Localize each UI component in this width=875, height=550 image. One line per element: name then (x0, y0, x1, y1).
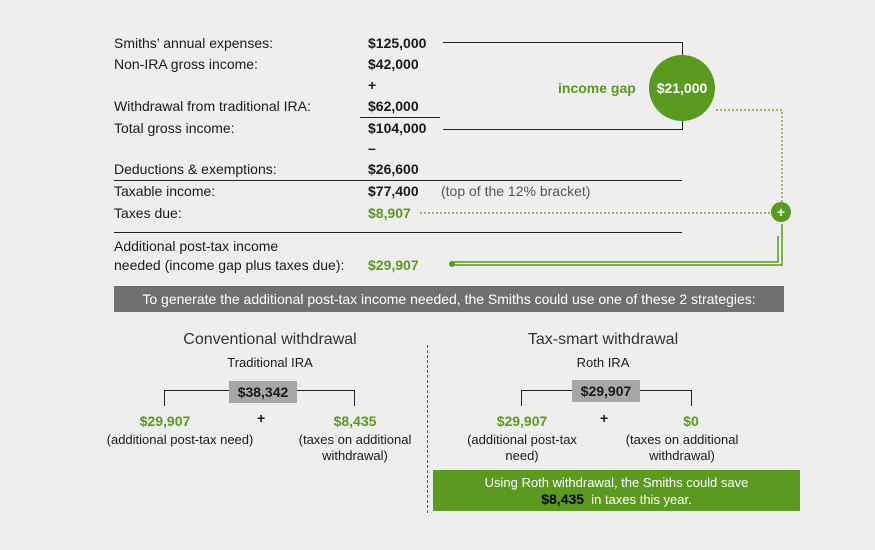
taxsmart-heading: Tax-smart withdrawal (527, 331, 679, 348)
total-connector (443, 129, 683, 130)
taxsmart-right-value: $0 (683, 413, 699, 429)
income-gap-circle: $21,000 (649, 55, 715, 121)
income-gap-label: income gap (558, 80, 636, 96)
taxsmart-left-caption: (additional post-tax need) (462, 432, 582, 464)
expenses-value: $125,000 (368, 35, 427, 51)
expenses-connector-drop (682, 42, 683, 56)
taxsmart-plus: + (600, 410, 609, 426)
sum-solid-connector (452, 224, 783, 266)
taxsmart-bracket-right-drop (691, 390, 692, 406)
conventional-bracket-right-drop (354, 390, 355, 406)
additional-label-line2: needed (income gap plus taxes due): (114, 257, 345, 273)
additional-divider (114, 232, 682, 233)
conventional-left-caption: (additional post-tax need) (106, 432, 254, 447)
taxsmart-right-caption-line1: (taxes on additional (625, 432, 739, 447)
conventional-right-value: $8,435 (333, 413, 377, 429)
nonira-value: $42,000 (368, 56, 419, 72)
strategy-divider (427, 345, 428, 513)
conventional-sub: Traditional IRA (227, 355, 313, 370)
savings-line1: Using Roth withdrawal, the Smiths could … (484, 475, 749, 490)
savings-line2-rest: in taxes this year. (591, 492, 692, 507)
taxable-divider (114, 180, 682, 181)
deductions-label: Deductions & exemptions: (114, 161, 277, 177)
taxable-note: (top of the 12% bracket) (441, 183, 591, 199)
gap-dotted-connector (716, 109, 783, 202)
conventional-right-caption-line2: withdrawal) (322, 448, 388, 463)
additional-label-line1: Additional post-tax income (114, 238, 279, 254)
plus-circle-sign: + (776, 204, 786, 220)
conventional-plus: + (257, 410, 266, 426)
total-connector-rise (682, 118, 683, 130)
conventional-bracket-left-drop (164, 390, 165, 406)
sum-solid-connector-inner (452, 236, 779, 263)
savings-line2: $8,435 in taxes this year. (433, 491, 800, 508)
taxes-label: Taxes due: (114, 205, 182, 221)
taxsmart-total-box: $29,907 (572, 380, 640, 402)
taxsmart-right-caption: (taxes on additional withdrawal) (612, 432, 752, 464)
conventional-bracket-right (297, 390, 355, 391)
sum-divider (360, 117, 440, 118)
taxes-value: $8,907 (368, 205, 411, 221)
additional-value: $29,907 (368, 257, 419, 273)
minus-sign: – (368, 140, 376, 156)
taxsmart-right-caption-line2: withdrawal) (649, 448, 715, 463)
conventional-total-box: $38,342 (229, 381, 297, 403)
expenses-label: Smiths’ annual expenses: (114, 35, 274, 51)
taxsmart-bracket-right (640, 390, 692, 391)
plus-sign: + (368, 77, 377, 93)
taxable-value: $77,400 (368, 183, 419, 199)
conventional-right-caption-line1: (taxes on additional (298, 432, 412, 447)
taxsmart-left-caption-line1: (additional post-tax (467, 432, 577, 447)
withdrawal-value: $62,000 (368, 98, 419, 114)
deductions-value: $26,600 (368, 161, 419, 177)
taxsmart-sub: Roth IRA (576, 355, 630, 370)
withdrawal-label: Withdrawal from traditional IRA: (114, 98, 311, 114)
sum-connector-dot (449, 261, 455, 267)
conventional-bracket-left (164, 390, 230, 391)
conventional-right-caption: (taxes on additional withdrawal) (285, 432, 425, 464)
taxsmart-bracket-left (521, 390, 573, 391)
taxsmart-bracket-left-drop (521, 390, 522, 406)
total-label: Total gross income: (114, 120, 235, 136)
total-value: $104,000 (368, 120, 427, 136)
savings-amount: $8,435 (541, 491, 585, 507)
taxable-label: Taxable income: (114, 183, 216, 199)
income-gap-value: $21,000 (656, 80, 708, 96)
conventional-left-value: $29,907 (139, 413, 191, 429)
strategy-banner: To generate the additional post-tax inco… (114, 286, 784, 312)
conventional-heading: Conventional withdrawal (183, 331, 357, 348)
plus-circle-icon: + (771, 202, 791, 222)
expenses-connector (443, 42, 683, 43)
taxsmart-left-value: $29,907 (496, 413, 548, 429)
savings-callout: Using Roth withdrawal, the Smiths could … (433, 470, 800, 511)
taxsmart-left-caption-line2: need) (505, 448, 539, 463)
nonira-label: Non-IRA gross income: (114, 56, 258, 72)
